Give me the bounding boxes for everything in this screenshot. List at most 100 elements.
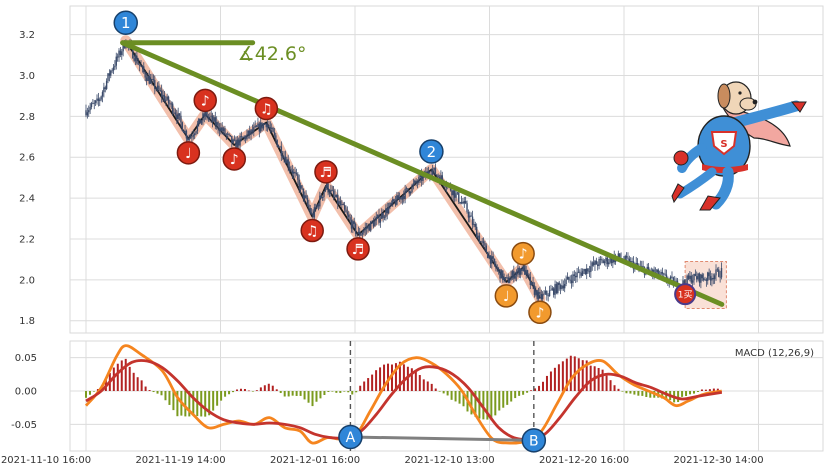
candle-body <box>481 241 483 243</box>
macd-histogram-bar <box>295 391 298 396</box>
candle-body <box>222 128 225 132</box>
macd-histogram-bar <box>549 371 552 391</box>
x-tick-label: 2021-12-20 16:00 <box>539 455 629 466</box>
candle-body <box>470 215 472 217</box>
macd-histogram-bar <box>255 390 258 391</box>
candle-body <box>716 269 719 271</box>
candle-body <box>316 204 318 208</box>
candle-body <box>569 279 571 281</box>
candle-body <box>584 269 587 274</box>
candle-body <box>376 214 379 218</box>
candle-body <box>192 135 194 137</box>
macd-histogram-bar <box>454 391 457 402</box>
note-marker-glyph: ♫ <box>306 224 319 240</box>
candle-body <box>99 99 101 101</box>
macd-histogram-bar <box>283 391 286 397</box>
candle-body <box>488 255 490 259</box>
candle-body <box>693 273 695 281</box>
candle-body <box>464 201 467 204</box>
candle-body <box>284 156 287 164</box>
candle-body <box>436 174 438 176</box>
macd-histogram-bar <box>383 364 386 391</box>
macd-histogram-bar <box>696 391 699 392</box>
candle-body <box>592 262 595 266</box>
macd-histogram-bar <box>538 385 541 391</box>
candle-body <box>689 275 691 279</box>
candle-body <box>170 103 172 105</box>
candle-body <box>86 112 89 116</box>
candle-body <box>330 189 332 194</box>
superhero-dog-mascot: S <box>671 81 807 211</box>
candle-body <box>250 129 252 135</box>
candle-body <box>701 274 703 279</box>
macd-histogram-bar <box>442 391 445 394</box>
x-tick-label: 2021-11-10 16:00 <box>1 455 91 466</box>
candle-body <box>409 191 412 194</box>
candle-body <box>511 271 514 277</box>
candle-body <box>518 267 521 275</box>
macd-histogram-bar <box>359 385 362 391</box>
candle-body <box>474 224 476 227</box>
note-marker-circle <box>300 218 324 243</box>
candle-body <box>85 110 87 116</box>
macd-y-tick-labels: 0.05 0.00 -0.05 <box>11 353 37 431</box>
candle-body <box>586 268 588 274</box>
macd-histogram-bar <box>410 368 413 391</box>
macd-histogram-bar <box>128 366 131 391</box>
candle-body <box>420 174 423 181</box>
macd-histogram-bar <box>275 389 278 391</box>
candle-body <box>268 125 270 128</box>
candle-body <box>698 273 701 283</box>
candle-body <box>209 116 211 118</box>
candle-body <box>335 194 338 198</box>
macd-histogram-bar <box>514 391 517 399</box>
candle-body <box>310 212 313 214</box>
divergence-point-a-label: A <box>346 430 356 446</box>
note-marker-circle <box>511 241 535 266</box>
macd-y-tick-label: 0.05 <box>15 353 37 364</box>
candle-body <box>562 285 565 289</box>
candle-body <box>514 275 516 279</box>
candle-body <box>544 291 547 294</box>
candle-body <box>111 70 113 72</box>
candle-body <box>202 113 204 121</box>
candle-body <box>299 185 302 189</box>
note-marker-circle <box>176 141 201 165</box>
macd-histogram-bar <box>685 391 688 397</box>
candle-body <box>211 115 214 122</box>
price-y-tick-label: 1.8 <box>19 316 35 327</box>
candle-body <box>293 171 295 174</box>
candle-body <box>286 159 288 164</box>
mascot-nose <box>752 99 758 105</box>
candle-body <box>323 191 325 197</box>
macd-histogram-bar <box>379 367 382 391</box>
candle-body <box>694 273 697 277</box>
macd-histogram-bar <box>621 391 624 392</box>
candle-body <box>262 123 265 129</box>
wave-point-circle <box>113 10 138 35</box>
macd-histogram-bar <box>633 391 636 395</box>
candle-body <box>339 201 342 205</box>
candle-body <box>664 273 666 275</box>
candle-body <box>173 112 175 114</box>
candle-body <box>719 276 721 278</box>
candle-body <box>229 134 232 137</box>
macd-histogram-bar <box>474 391 477 417</box>
candle-body <box>636 262 639 266</box>
candle-body <box>653 269 655 274</box>
candle-body <box>510 276 512 281</box>
candle-body <box>359 231 361 236</box>
candle-body <box>416 182 419 184</box>
candle-body <box>606 257 609 265</box>
macd-histogram-bar <box>335 391 338 393</box>
candle-body <box>598 259 600 266</box>
macd-histogram-bar <box>172 391 175 411</box>
macd-histogram-bar <box>363 381 366 391</box>
candle-body <box>646 266 648 270</box>
candle-body <box>236 139 239 148</box>
macd-histogram-bar <box>343 391 346 392</box>
macd-histogram-bar <box>541 381 544 391</box>
candle-body <box>165 99 167 101</box>
candle-body <box>255 125 258 127</box>
candle-body <box>302 188 305 199</box>
